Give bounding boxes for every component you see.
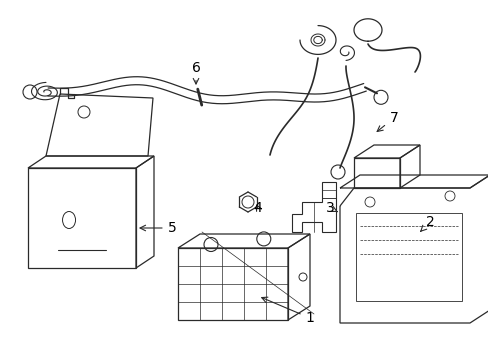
Text: 2: 2 [420,215,433,231]
Text: 5: 5 [140,221,176,235]
Text: 7: 7 [376,111,398,131]
Text: 3: 3 [325,201,337,215]
Text: 6: 6 [191,61,200,84]
Text: 1: 1 [261,297,314,325]
Text: 4: 4 [253,201,262,215]
